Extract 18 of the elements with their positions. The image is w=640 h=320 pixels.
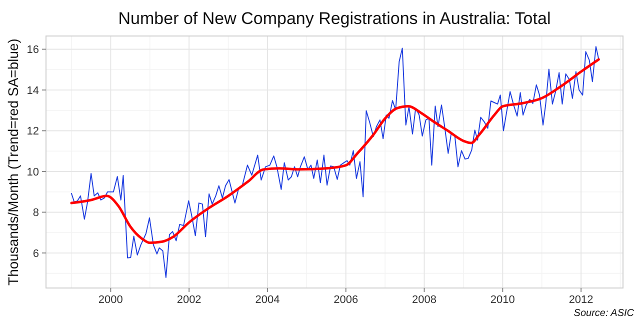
y-tick-label: 6 <box>32 248 39 260</box>
x-tick-label: 2006 <box>334 294 358 306</box>
y-tick-label: 10 <box>26 166 39 178</box>
x-tick-label: 2002 <box>176 294 202 306</box>
line-series <box>70 58 600 244</box>
x-tick-label: 2000 <box>98 294 123 306</box>
y-tick-label: 16 <box>26 44 39 56</box>
chart-title: Number of New Company Registrations in Australia: Total <box>118 9 551 28</box>
x-tick-label: 2012 <box>568 294 594 306</box>
y-tick-label: 8 <box>32 207 39 220</box>
source-note: Source: ASIC <box>574 308 635 319</box>
y-axis-title: Thousands/Month (Trend=red SA=blue) <box>5 38 21 286</box>
x-tick-label: 2010 <box>490 294 515 306</box>
line-series <box>70 46 600 278</box>
x-tick-label: 2004 <box>255 294 280 306</box>
x-tick-label: 2008 <box>412 294 437 306</box>
y-tick-label: 12 <box>26 126 39 138</box>
y-tick-label: 14 <box>26 84 39 97</box>
